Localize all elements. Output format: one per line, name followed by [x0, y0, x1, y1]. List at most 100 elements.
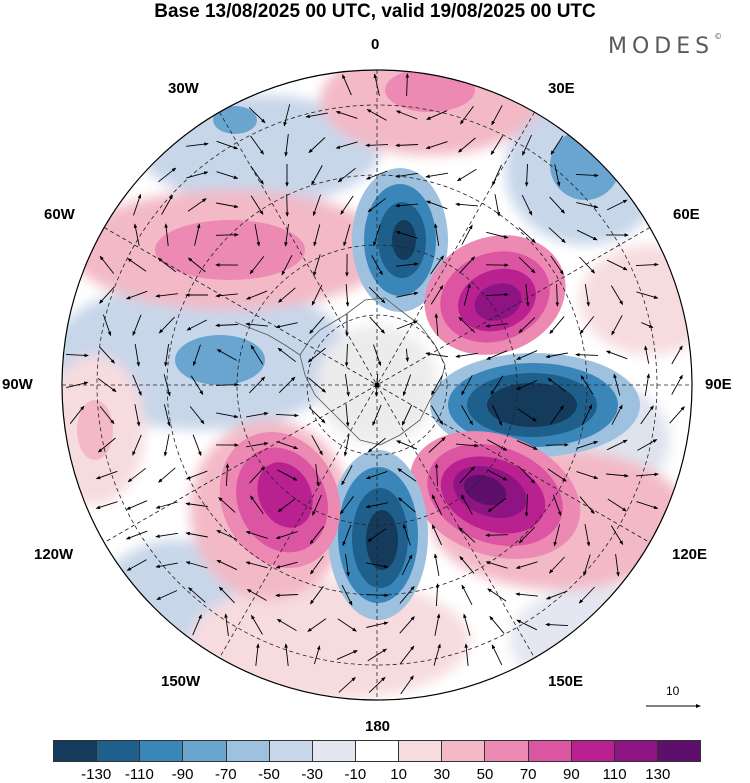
wind-vector	[250, 195, 264, 216]
wind-vector	[458, 526, 476, 543]
wind-vector	[396, 291, 419, 298]
wind-vector	[185, 470, 208, 480]
wind-vector	[490, 135, 504, 156]
wind-vector	[246, 411, 269, 418]
wind-vector	[367, 197, 386, 213]
wind-vector	[308, 137, 326, 154]
wind-vector	[606, 439, 628, 451]
wind-vector	[492, 164, 502, 186]
wind-vector	[277, 497, 296, 513]
wind-vector	[275, 561, 298, 569]
wind-vector	[366, 109, 387, 121]
wind-vector	[399, 616, 415, 634]
wind-vector	[549, 316, 565, 335]
wind-vector	[215, 232, 239, 237]
wind-vector	[185, 502, 208, 507]
wind-vector	[187, 257, 206, 273]
wind-vector	[188, 587, 206, 603]
wind-vector	[518, 227, 536, 244]
wind-vector	[368, 676, 386, 693]
wind-vector	[485, 292, 509, 297]
wind-vector	[342, 524, 352, 547]
wind-vector	[373, 344, 382, 367]
wind-vector	[605, 350, 628, 360]
wind-vector	[99, 255, 115, 274]
wind-vector	[254, 224, 261, 247]
wind-vector	[225, 463, 230, 487]
antarctica-coastline	[299, 297, 446, 446]
wind-vector	[431, 524, 443, 546]
wind-vector	[215, 293, 238, 298]
wind-vector	[345, 283, 350, 307]
wind-vector	[459, 555, 475, 574]
wind-vector	[126, 500, 148, 510]
anomaly-field	[580, 245, 692, 355]
wind-vector	[155, 501, 178, 509]
wind-vector	[521, 194, 533, 216]
wind-vector	[524, 493, 529, 517]
wind-vector	[216, 140, 239, 150]
wind-vector	[434, 313, 439, 337]
wind-vector	[435, 583, 440, 607]
wind-vector	[157, 257, 176, 273]
wind-vector	[345, 403, 350, 427]
wind-vector	[365, 143, 389, 148]
wind-vector	[275, 413, 299, 418]
lon-label-120e: 120E	[672, 546, 708, 563]
wind-vector	[431, 494, 443, 516]
wind-vector	[402, 374, 412, 397]
wind-vector	[615, 554, 620, 577]
wind-vector	[433, 643, 441, 666]
wind-vector	[69, 405, 85, 424]
wind-vector	[245, 561, 268, 569]
wind-vector	[606, 199, 628, 211]
map-title: Base 13/08/2025 00 UTC, valid 19/08/2025…	[154, 1, 596, 22]
wind-vector	[251, 614, 263, 635]
wind-vector	[341, 465, 353, 486]
colorbar-cell	[355, 741, 400, 761]
wind-vector	[336, 650, 358, 660]
wind-vector	[485, 323, 508, 328]
wind-vector	[516, 350, 538, 360]
colorbar-tick-label: -70	[214, 766, 237, 783]
wind-vector	[133, 193, 142, 216]
wind-vector	[401, 404, 413, 426]
wind-vector	[216, 202, 239, 209]
wind-vector	[613, 373, 621, 396]
wind-vector	[636, 291, 659, 299]
wind-vector	[284, 224, 289, 247]
wind-vector	[644, 373, 650, 396]
wind-vector	[281, 254, 293, 276]
wind-vector	[276, 618, 297, 631]
colorbar-cell	[485, 741, 529, 761]
wind-vectors	[65, 73, 685, 695]
wind-vector	[463, 613, 471, 636]
wind-vector	[518, 526, 536, 544]
wind-vector	[308, 377, 327, 393]
wind-vector	[640, 405, 654, 425]
lon-label-60e: 60E	[673, 206, 700, 223]
wind-vector	[284, 134, 289, 157]
wind-vector	[461, 375, 473, 396]
wind-vector	[277, 347, 296, 363]
wind-vector	[186, 171, 209, 179]
wind-vector	[581, 404, 593, 426]
wind-vector	[433, 553, 440, 576]
wind-vector	[66, 381, 89, 389]
wind-vector	[164, 223, 169, 246]
wind-vector	[338, 676, 356, 693]
wind-vector	[337, 167, 356, 183]
wind-vector	[611, 285, 624, 306]
wind-vector	[132, 314, 142, 337]
wind-vector	[455, 352, 478, 358]
wind-vector	[216, 559, 238, 571]
wind-vector	[345, 554, 350, 577]
wind-vector	[132, 434, 142, 456]
wind-vector	[127, 258, 147, 272]
wind-vector	[606, 259, 628, 271]
lon-label-150w: 150W	[161, 673, 201, 690]
wind-vector	[276, 440, 299, 450]
copyright-mark: ©	[714, 32, 723, 41]
wind-vector	[575, 352, 599, 357]
reference-vector-label: 10	[666, 684, 680, 698]
